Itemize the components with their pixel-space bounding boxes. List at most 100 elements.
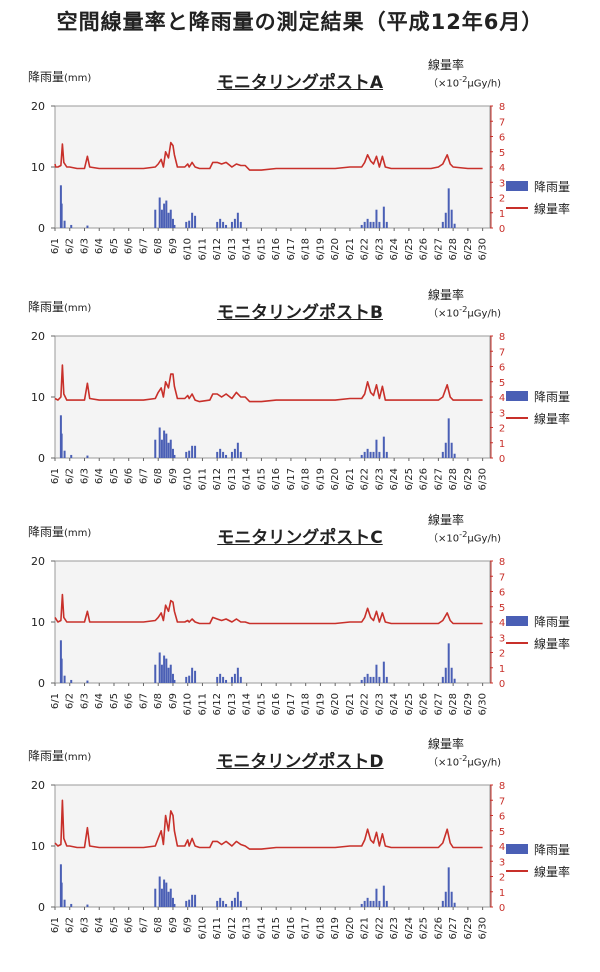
- rain-bar: [163, 203, 166, 228]
- rain-bar: [450, 442, 453, 458]
- rain-bar: [441, 451, 444, 458]
- legend: 降雨量 線量率: [506, 385, 570, 429]
- x-tick-label: 6/1: [50, 238, 61, 254]
- rain-bar: [372, 451, 375, 458]
- legend-dose-swatch: [506, 642, 528, 644]
- rain-bar: [369, 451, 372, 458]
- right-tick-label: 0: [499, 224, 505, 235]
- rain-bar: [366, 448, 369, 458]
- chart-title: モニタリングポストA: [216, 73, 384, 93]
- x-tick-label: 6/23: [374, 238, 385, 260]
- x-tick-label: 6/5: [109, 238, 120, 254]
- x-tick-label: 6/15: [256, 238, 267, 260]
- legend: 降雨量 線量率: [506, 838, 570, 882]
- right-tick-label: 4: [499, 163, 505, 174]
- x-tick-label: 6/25: [404, 238, 415, 260]
- right-tick-label: 0: [499, 903, 505, 914]
- rain-bar: [363, 451, 366, 458]
- rain-bar: [191, 667, 194, 683]
- rain-bar: [185, 451, 188, 458]
- chart-panel-b: モニタリングポストB 降雨量(mm) 線量率 （×10-2μGy/h) 0 10 20…: [0, 288, 600, 523]
- x-tick-label: 6/9: [183, 917, 194, 933]
- rain-bar: [382, 436, 385, 458]
- x-tick-label: 6/15: [256, 468, 267, 490]
- rain-bar: [236, 212, 239, 228]
- x-tick-label: 6/9: [168, 468, 179, 484]
- rain-bar: [154, 439, 157, 458]
- x-tick-label: 6/23: [374, 693, 385, 715]
- rain-bar: [372, 221, 375, 228]
- x-tick-label: 6/26: [419, 693, 430, 715]
- x-tick-label: 6/6: [124, 468, 135, 484]
- x-tick-label: 6/29: [463, 238, 474, 260]
- rain-bar: [378, 451, 381, 458]
- dose-line: [54, 141, 483, 171]
- left-tick-label: 0: [38, 901, 45, 914]
- x-tick-label: 6/23: [389, 917, 400, 939]
- x-tick-label: 6/18: [301, 693, 312, 715]
- right-tick-label: 1: [499, 888, 505, 899]
- right-tick-label: 5: [499, 378, 505, 389]
- x-tick-label: 6/21: [345, 468, 356, 490]
- right-tick-label: 7: [499, 796, 505, 807]
- x-tick-label: 6/27: [433, 238, 444, 260]
- rain-axis-label: 降雨量(mm): [28, 749, 92, 763]
- rain-bar: [375, 664, 378, 683]
- rain-bar: [185, 221, 188, 228]
- rain-bar: [239, 900, 242, 907]
- left-tick-label: 20: [31, 330, 45, 343]
- x-tick-label: 6/11: [197, 693, 208, 715]
- rain-bar: [70, 679, 73, 683]
- dose-line: [54, 799, 483, 850]
- rain-bar: [188, 220, 191, 228]
- right-tick-label: 6: [499, 363, 505, 374]
- right-tick-label: 8: [499, 557, 505, 568]
- right-tick-label: 1: [499, 664, 505, 675]
- rain-bar: [363, 221, 366, 228]
- x-tick-label: 6/5: [109, 468, 120, 484]
- rain-bar: [369, 221, 372, 228]
- x-tick-label: 6/22: [360, 693, 371, 715]
- right-tick-label: 7: [499, 117, 505, 128]
- x-tick-label: 6/12: [212, 693, 223, 715]
- rain-bar: [160, 439, 163, 458]
- rain-bar: [158, 876, 161, 907]
- rain-bar: [360, 224, 363, 228]
- rain-bar: [453, 902, 456, 907]
- x-tick-label: 6/20: [330, 238, 341, 260]
- x-tick-label: 6/10: [183, 238, 194, 260]
- right-tick-label: 2: [499, 873, 505, 884]
- right-tick-label: 7: [499, 347, 505, 358]
- rain-bar: [360, 679, 363, 683]
- rain-bar: [366, 218, 369, 228]
- chart-title: モニタリングポストB: [217, 303, 383, 323]
- x-tick-label: 6/17: [286, 238, 297, 260]
- x-tick-label: 6/28: [448, 693, 459, 715]
- left-tick-label: 20: [31, 555, 45, 568]
- legend-rain-swatch: [506, 181, 528, 191]
- x-tick-label: 6/30: [478, 468, 489, 490]
- rain-bar: [63, 675, 66, 683]
- rain-bar: [216, 900, 219, 907]
- x-tick-label: 6/1: [50, 917, 61, 933]
- right-tick-label: 1: [499, 209, 505, 220]
- plot-area: [54, 784, 491, 908]
- rain-bar: [167, 212, 170, 228]
- x-tick-label: 6/7: [138, 238, 149, 254]
- legend-rain-swatch: [506, 616, 528, 626]
- x-tick-label: 6/29: [463, 468, 474, 490]
- x-tick-label: 6/11: [212, 917, 223, 939]
- x-tick-label: 6/27: [448, 917, 459, 939]
- x-tick-label: 6/3: [79, 693, 90, 709]
- x-tick-label: 6/9: [168, 238, 179, 254]
- x-tick-label: 6/17: [286, 693, 297, 715]
- left-tick-label: 0: [38, 222, 45, 235]
- x-tick-label: 6/3: [79, 468, 90, 484]
- rain-bar: [444, 442, 447, 458]
- rain-bar: [86, 904, 89, 907]
- rain-bar: [230, 900, 233, 907]
- rain-bar: [230, 676, 233, 683]
- rain-bar: [372, 900, 375, 907]
- left-tick-label: 20: [31, 100, 45, 113]
- rain-bar: [70, 454, 73, 458]
